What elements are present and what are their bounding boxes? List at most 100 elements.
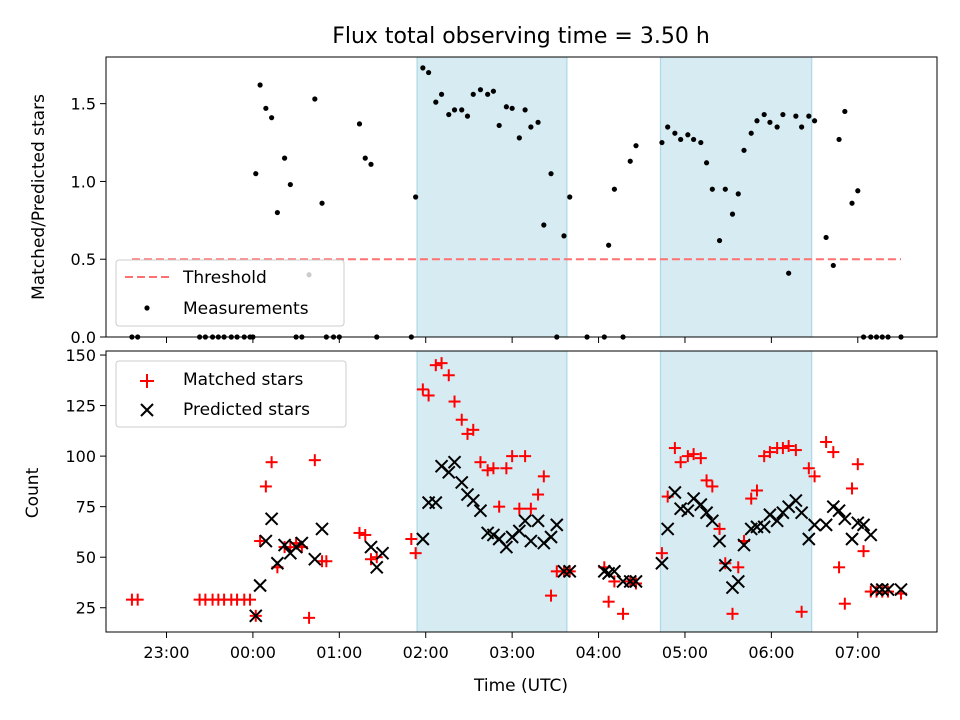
measurement-point	[830, 262, 836, 269]
x-tick-label: 02:00	[403, 643, 449, 662]
bottom-legend-predicted-swatch	[140, 403, 154, 417]
bottom-panel-x-ticks: 23:00 00:00 01:00 02:00 03:00 04:00 05:00 06:00…	[143, 632, 881, 662]
measurement-point	[735, 191, 741, 197]
top-panel-series	[129, 65, 904, 340]
measurement-point	[490, 88, 497, 94]
matched-star-marker	[706, 480, 719, 493]
predicted-star-marker	[473, 503, 488, 518]
measurement-point	[611, 186, 617, 192]
measurement-point	[741, 147, 747, 153]
bottom-panel-shaded-intervals	[416, 351, 813, 632]
top-panel-y-ticks: 0.0 0.5 1.0 1.5	[71, 95, 106, 347]
predicted-star-marker	[524, 534, 538, 548]
y-tick-label: 0.5	[71, 250, 96, 269]
y-tick-label: 1.5	[71, 95, 96, 114]
measurement-point	[780, 111, 786, 118]
shaded-interval-0	[417, 57, 567, 337]
predicted-star-marker	[442, 465, 456, 480]
matched-star-marker	[493, 500, 506, 513]
matched-star-marker	[455, 413, 468, 426]
measurement-point	[438, 91, 445, 97]
predicted-star-marker	[264, 512, 279, 526]
predicted-star-marker	[531, 514, 545, 528]
top-panel-frame	[105, 56, 938, 338]
matched-star-marker	[719, 557, 732, 570]
matched-star-marker	[353, 526, 366, 539]
measurement-point	[698, 139, 704, 146]
measurement-point	[691, 136, 697, 143]
matched-star-marker	[763, 446, 776, 459]
top-legend-box	[115, 259, 345, 327]
measurement-point	[793, 113, 799, 119]
matched-star-marker	[674, 456, 687, 469]
shaded-interval-1	[660, 57, 812, 337]
matched-star-marker	[681, 450, 694, 463]
measurement-point	[253, 171, 259, 177]
predicted-star-marker	[694, 497, 708, 512]
predicted-star-marker	[770, 514, 784, 528]
matched-star-marker	[422, 389, 435, 402]
matched-star-marker	[687, 448, 700, 461]
predicted-star-marker	[819, 518, 833, 532]
x-axis-label: Time (UTC)	[473, 676, 568, 696]
bottom-legend: Matched stars Predicted stars	[115, 360, 347, 428]
matched-star-marker	[259, 480, 272, 493]
measurement-point	[709, 186, 715, 192]
predicted-star-marker	[737, 538, 751, 552]
predicted-star-marker	[550, 518, 564, 532]
measurement-point	[496, 122, 502, 129]
matched-star-marker	[364, 553, 377, 566]
matched-star-marker	[827, 446, 840, 459]
measurement-point	[413, 194, 419, 200]
chart-title: Flux total observing time = 3.50 h	[332, 24, 710, 49]
bottom-legend-matched-label: Matched stars	[183, 370, 303, 390]
predicted-star-marker	[757, 520, 771, 534]
y-tick-label: 150	[65, 346, 96, 365]
matched-star-marker	[694, 452, 707, 465]
top-panel-y-label: Matched/Predicted stars	[29, 94, 49, 300]
matched-star-marker	[429, 359, 442, 372]
matched-star-marker	[481, 464, 494, 477]
measurement-point	[672, 130, 678, 136]
measurement-point	[426, 69, 432, 76]
measurement-point	[665, 124, 671, 130]
matched-star-marker	[857, 545, 870, 558]
y-tick-label: 0.0	[71, 328, 96, 347]
matched-star-marker	[700, 474, 713, 487]
predicted-star-marker	[826, 499, 841, 514]
predicted-star-marker	[681, 503, 695, 518]
matched-star-marker	[265, 456, 278, 469]
matched-star-marker	[524, 502, 537, 515]
matched-star-marker	[745, 492, 758, 505]
measurement-point	[842, 108, 848, 115]
matched-star-marker	[820, 435, 833, 448]
measurement-point	[287, 181, 293, 188]
predicted-star-marker	[544, 530, 558, 544]
measurement-point	[685, 132, 691, 138]
predicted-star-marker	[807, 518, 822, 532]
matched-star-marker	[435, 357, 448, 370]
predicted-star-marker	[894, 582, 908, 597]
predicted-star-marker	[597, 564, 612, 579]
measurement-point	[678, 136, 684, 143]
y-tick-label: 1.0	[71, 172, 96, 191]
measurement-point	[535, 119, 541, 125]
top-legend-measurements-label: Measurements	[183, 299, 309, 319]
y-tick-label: 100	[65, 447, 96, 466]
matched-star-marker	[750, 484, 763, 497]
matched-star-marker	[776, 442, 789, 455]
predicted-star-marker	[832, 503, 846, 518]
predicted-star-marker	[447, 455, 462, 469]
measurement-point	[503, 104, 509, 110]
matched-star-marker	[608, 575, 621, 588]
x-tick-label: 06:00	[748, 643, 794, 662]
matched-star-marker	[320, 555, 333, 568]
predicted-star-marker	[512, 524, 527, 538]
measurement-point	[722, 186, 728, 192]
matched-star-marker	[308, 454, 321, 467]
measurement-point	[269, 115, 275, 121]
measurement-point	[356, 121, 363, 127]
top-legend-measurements-swatch	[144, 305, 150, 311]
bottom-panel-series	[125, 357, 908, 624]
predicted-star-marker	[466, 493, 480, 508]
